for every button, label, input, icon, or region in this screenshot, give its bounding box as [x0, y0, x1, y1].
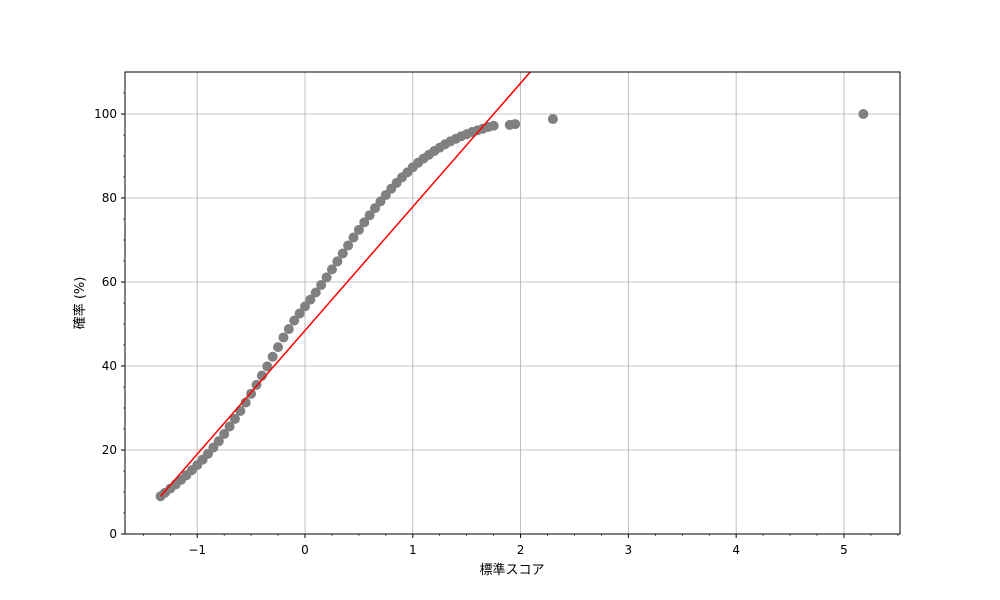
x-tick-label: 2 — [517, 543, 525, 557]
data-point — [240, 397, 251, 408]
data-point — [370, 203, 381, 214]
x-tick-label: 0 — [301, 543, 309, 557]
y-tick-label: 20 — [102, 443, 117, 457]
data-point — [316, 279, 327, 290]
data-point — [321, 272, 332, 283]
data-point — [273, 342, 284, 353]
data-point — [510, 119, 521, 130]
data-point — [283, 324, 294, 335]
data-point — [337, 248, 348, 259]
data-point — [332, 256, 343, 267]
data-point — [348, 232, 359, 243]
axes: −1 0 1 2 3 4 5 0 20 40 60 80 100 — [94, 92, 899, 557]
y-tick-label: 100 — [94, 107, 117, 121]
data-point — [310, 287, 321, 298]
data-point — [488, 120, 499, 131]
y-tick-label: 80 — [102, 191, 117, 205]
data-point — [219, 429, 230, 440]
data-point — [267, 351, 278, 362]
data-point — [224, 421, 235, 432]
x-axis-label: 標準スコア — [479, 562, 544, 578]
y-tick-label: 60 — [102, 275, 117, 289]
data-point — [262, 361, 273, 372]
plot-area-background — [125, 72, 900, 534]
data-point — [305, 294, 316, 305]
data-point — [213, 436, 224, 447]
reference-line — [160, 71, 531, 497]
data-point — [353, 224, 364, 235]
grid — [125, 72, 900, 535]
x-tick-label: 5 — [840, 543, 848, 557]
data-point — [300, 301, 311, 312]
x-tick-label: 4 — [732, 543, 740, 557]
data-point — [547, 114, 558, 125]
x-tick-label: 3 — [625, 543, 633, 557]
x-tick-label: 1 — [409, 543, 417, 557]
data-point — [326, 264, 337, 275]
x-tick-label: −1 — [188, 543, 206, 557]
data-point — [343, 240, 354, 251]
data-point — [294, 308, 305, 319]
chart-marks — [155, 71, 869, 502]
data-point — [359, 217, 370, 228]
y-tick-label: 40 — [102, 359, 117, 373]
y-tick-label: 0 — [109, 527, 117, 541]
data-point — [235, 405, 246, 416]
data-point — [289, 315, 300, 326]
data-point — [364, 210, 375, 221]
data-point — [278, 332, 289, 343]
data-point — [229, 413, 240, 424]
y-axis-label: 確率 (%) — [72, 277, 88, 330]
data-point — [858, 109, 869, 119]
